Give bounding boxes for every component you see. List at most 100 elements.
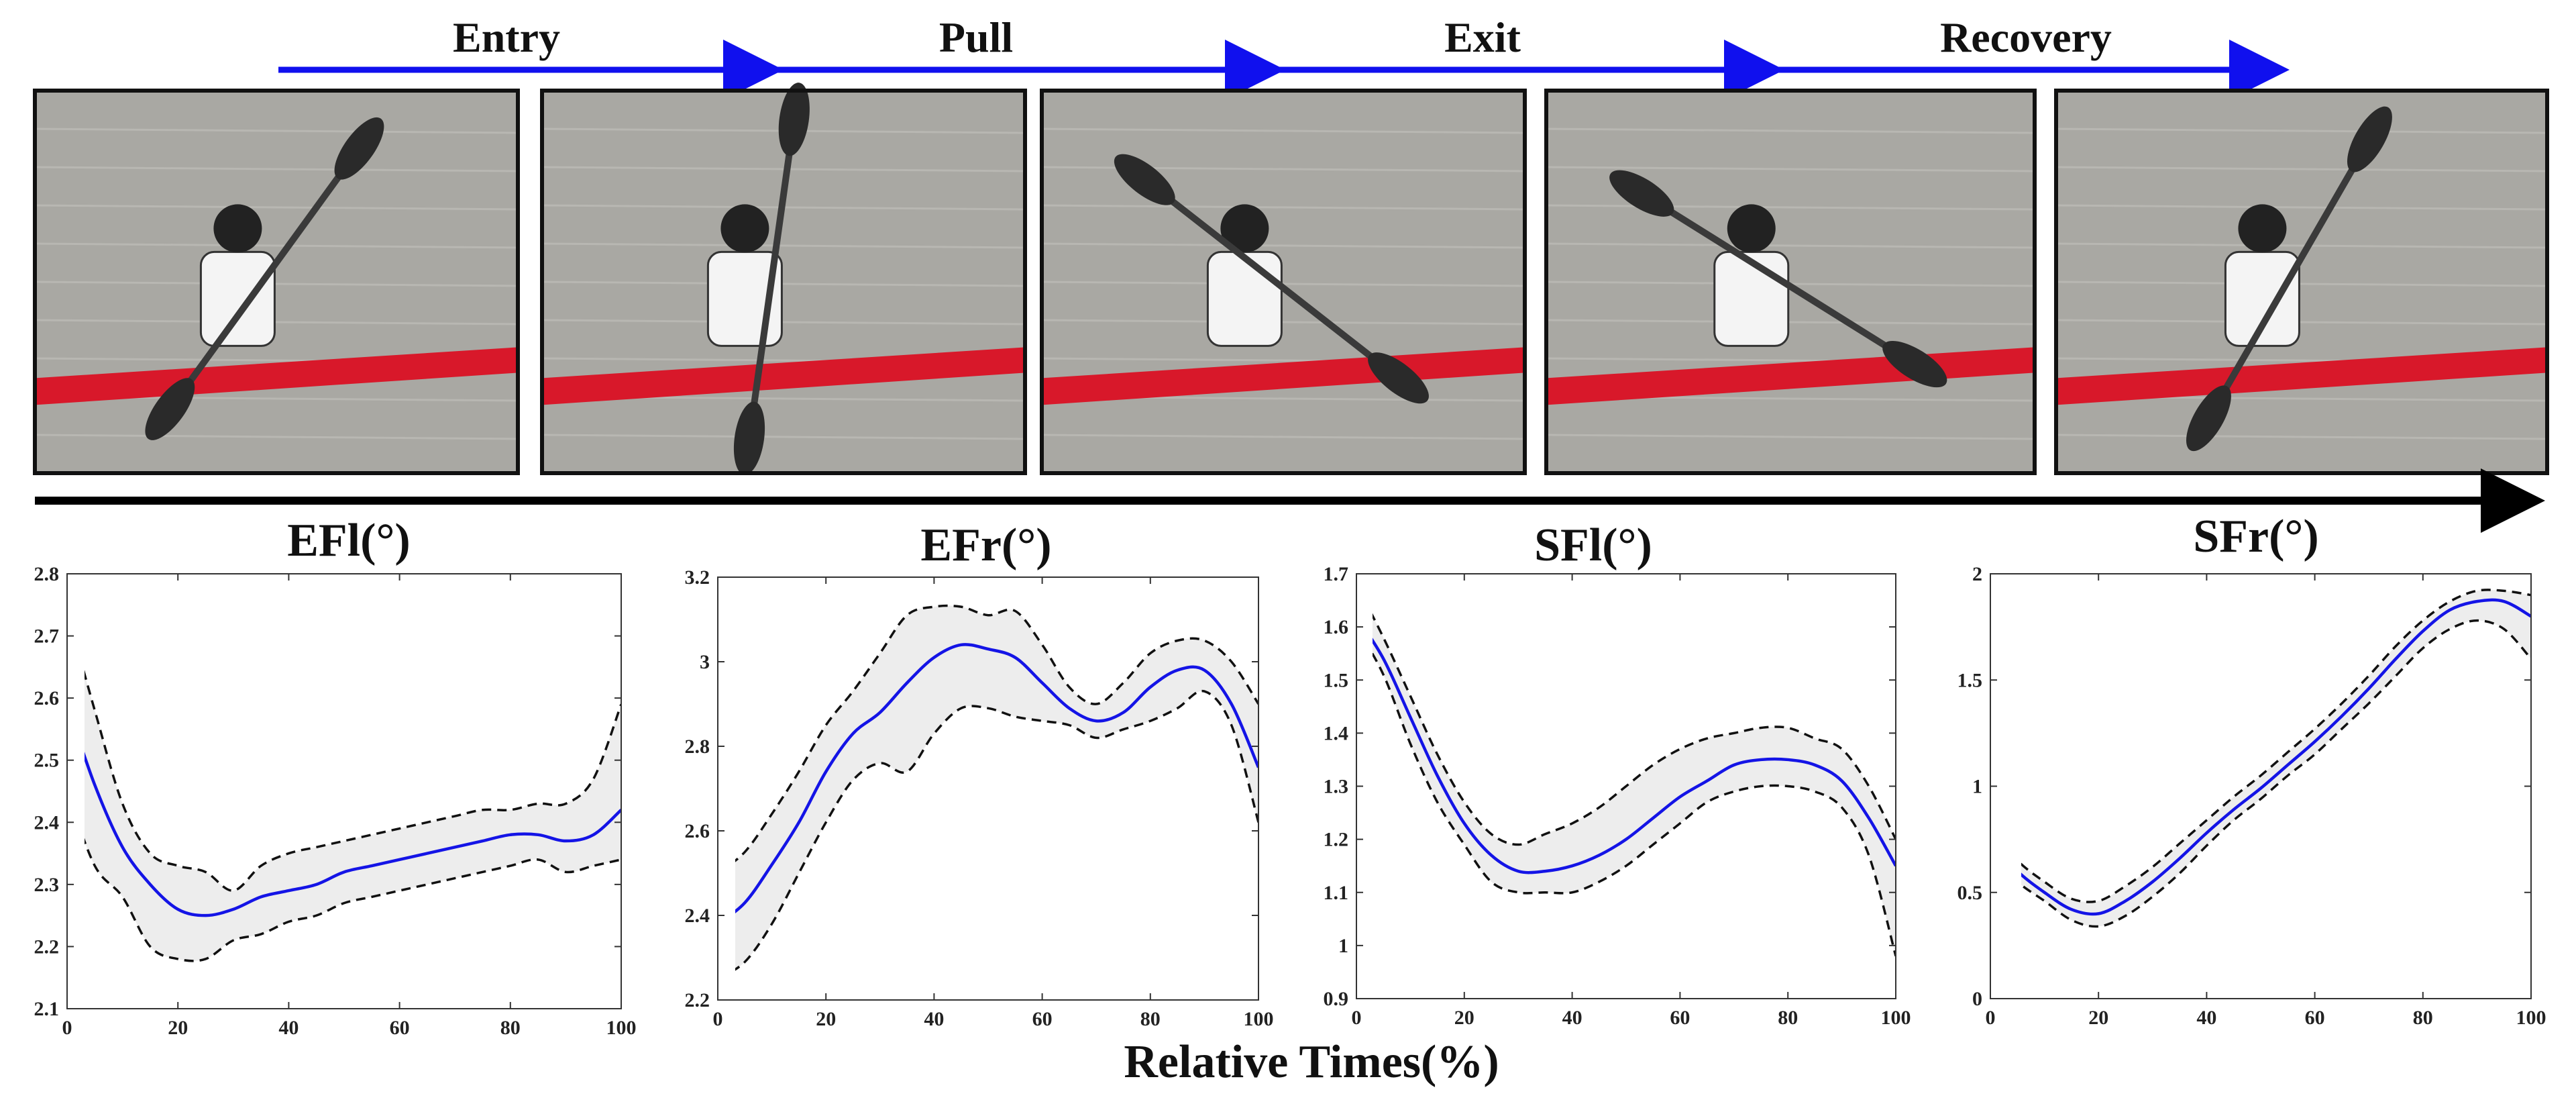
y-tick-label: 2.6 xyxy=(685,820,710,842)
frame-border xyxy=(33,89,520,475)
frame-border xyxy=(1040,89,1527,475)
x-tick-label: 80 xyxy=(1778,1007,1798,1029)
water-ripple xyxy=(1546,319,2035,325)
y-tick-label: 2.6 xyxy=(34,687,60,709)
x-tick-label: 60 xyxy=(1670,1007,1690,1029)
kayak-hull xyxy=(542,347,1025,405)
x-tick-label: 100 xyxy=(606,1017,637,1039)
recovery-frame xyxy=(2054,89,2549,475)
y-tick-label: 1 xyxy=(1972,776,1982,798)
y-tick-label: 1.5 xyxy=(1957,669,1983,691)
y-tick-label: 1.3 xyxy=(1324,776,1349,798)
chart-panel-0: 0 20 40 60 80 100 2.1 2.2 2.3 2.4 2.5 2.6 2.7 2.8 xyxy=(34,563,637,1039)
paddle-blade xyxy=(1114,154,1175,205)
y-tick-label: 1 xyxy=(1338,935,1348,957)
water-ripple xyxy=(2055,128,2548,134)
paddle-blade xyxy=(778,83,810,156)
paddle-blade xyxy=(1882,340,1947,388)
series-lower-bound xyxy=(2021,619,2531,928)
y-tick-label: 1.2 xyxy=(1324,829,1349,851)
series-lower-bound xyxy=(85,838,621,962)
y-tick-label: 3.2 xyxy=(685,566,710,589)
phase-label-entry: Entry xyxy=(453,13,560,61)
x-tick-label: 20 xyxy=(168,1017,188,1039)
y-tick-label: 1.5 xyxy=(1324,669,1349,691)
water-ripple xyxy=(34,281,519,287)
y-tick-label: 2.5 xyxy=(34,750,60,772)
y-tick-label: 0.9 xyxy=(1324,988,1349,1010)
x-tick-label: 40 xyxy=(1562,1007,1582,1029)
series-upper-bound xyxy=(2021,589,2531,903)
athlete-torso xyxy=(199,250,276,347)
water-ripple xyxy=(34,434,519,440)
x-tick-label: 0 xyxy=(1352,1007,1362,1029)
y-tick-label: 1.4 xyxy=(1324,722,1349,744)
frame-border xyxy=(1544,89,2037,475)
series-lower-bound xyxy=(1373,651,1896,957)
x-tick-label: 60 xyxy=(2305,1007,2325,1029)
y-tick-label: 2.4 xyxy=(34,811,60,834)
water-ripple xyxy=(34,204,519,211)
phase-label-exit: Exit xyxy=(1444,13,1521,61)
series-lower-bound xyxy=(735,689,1258,971)
x-tick-label: 80 xyxy=(1140,1008,1161,1030)
x-tick-label: 60 xyxy=(390,1017,410,1039)
recovery-exit-frame xyxy=(1544,89,2037,475)
water-ripple xyxy=(1041,434,1525,440)
water-ripple xyxy=(34,242,519,249)
athlete-head xyxy=(2238,204,2287,253)
chart-panel-2: 0 20 40 60 80 100 0.9 1 1.1 1.2 1.3 1.4 1.5 1.6 1.7 xyxy=(1324,563,1911,1029)
paddle-blade xyxy=(2186,385,2231,452)
y-tick-label: 2.3 xyxy=(34,874,60,896)
x-axis-label: Relative Times(%) xyxy=(1124,1036,1499,1088)
photo-strip xyxy=(33,83,2549,475)
sd-band xyxy=(1373,615,1896,956)
series-mean-line xyxy=(85,752,621,917)
paddle-blade xyxy=(145,378,195,440)
x-tick-label: 80 xyxy=(500,1017,521,1039)
y-tick-label: 2 xyxy=(1972,563,1982,585)
y-tick-label: 0.5 xyxy=(1957,882,1983,904)
athlete-head xyxy=(213,204,262,253)
plot-area xyxy=(735,604,1258,971)
x-tick-label: 20 xyxy=(816,1008,836,1030)
chart-panel-1: 0 20 40 60 80 100 2.2 2.4 2.6 2.8 3 3.2 xyxy=(685,566,1274,1030)
water-ripple xyxy=(1546,128,2035,134)
water-ripple xyxy=(1041,242,1525,249)
x-tick-label: 40 xyxy=(278,1017,299,1039)
chart-panel-3: 0 20 40 60 80 100 0 0.5 1 1.5 2 xyxy=(1957,563,2546,1029)
paddle-blade xyxy=(2347,106,2392,172)
y-tick-label: 2.8 xyxy=(34,563,60,585)
water-ripple xyxy=(541,319,1026,325)
series-upper-bound xyxy=(1373,613,1896,846)
athlete-head xyxy=(720,204,769,253)
y-tick-label: 2.1 xyxy=(34,998,60,1020)
athlete-torso xyxy=(1206,250,1283,347)
series-mean-line xyxy=(1373,638,1896,874)
x-tick-label: 0 xyxy=(713,1008,723,1030)
series-mean-line xyxy=(735,643,1258,913)
athlete-torso xyxy=(1713,250,1790,347)
water-ripple xyxy=(541,434,1026,440)
athlete-head xyxy=(1727,204,1776,253)
axes-frame xyxy=(717,576,1259,1001)
plot-area xyxy=(2021,589,2531,928)
water-ripple xyxy=(2055,319,2548,325)
paddle-blade xyxy=(334,117,384,180)
water-ripple xyxy=(1041,128,1525,134)
water-ripple xyxy=(1546,204,2035,211)
exit-frame xyxy=(1040,89,1527,475)
entry-frame xyxy=(33,89,520,475)
kayak-hull xyxy=(2056,347,2547,405)
y-tick-label: 2.2 xyxy=(685,989,710,1011)
chart-title-sfr: SFr(°) xyxy=(2193,511,2318,562)
sd-band xyxy=(735,605,1258,970)
x-tick-label: 100 xyxy=(1244,1008,1274,1030)
sd-band xyxy=(2021,589,2531,927)
paddle-shaft xyxy=(167,146,362,411)
kayak-hull xyxy=(1042,347,1525,405)
paddle-blade xyxy=(733,401,765,475)
plot-area xyxy=(1373,613,1896,957)
